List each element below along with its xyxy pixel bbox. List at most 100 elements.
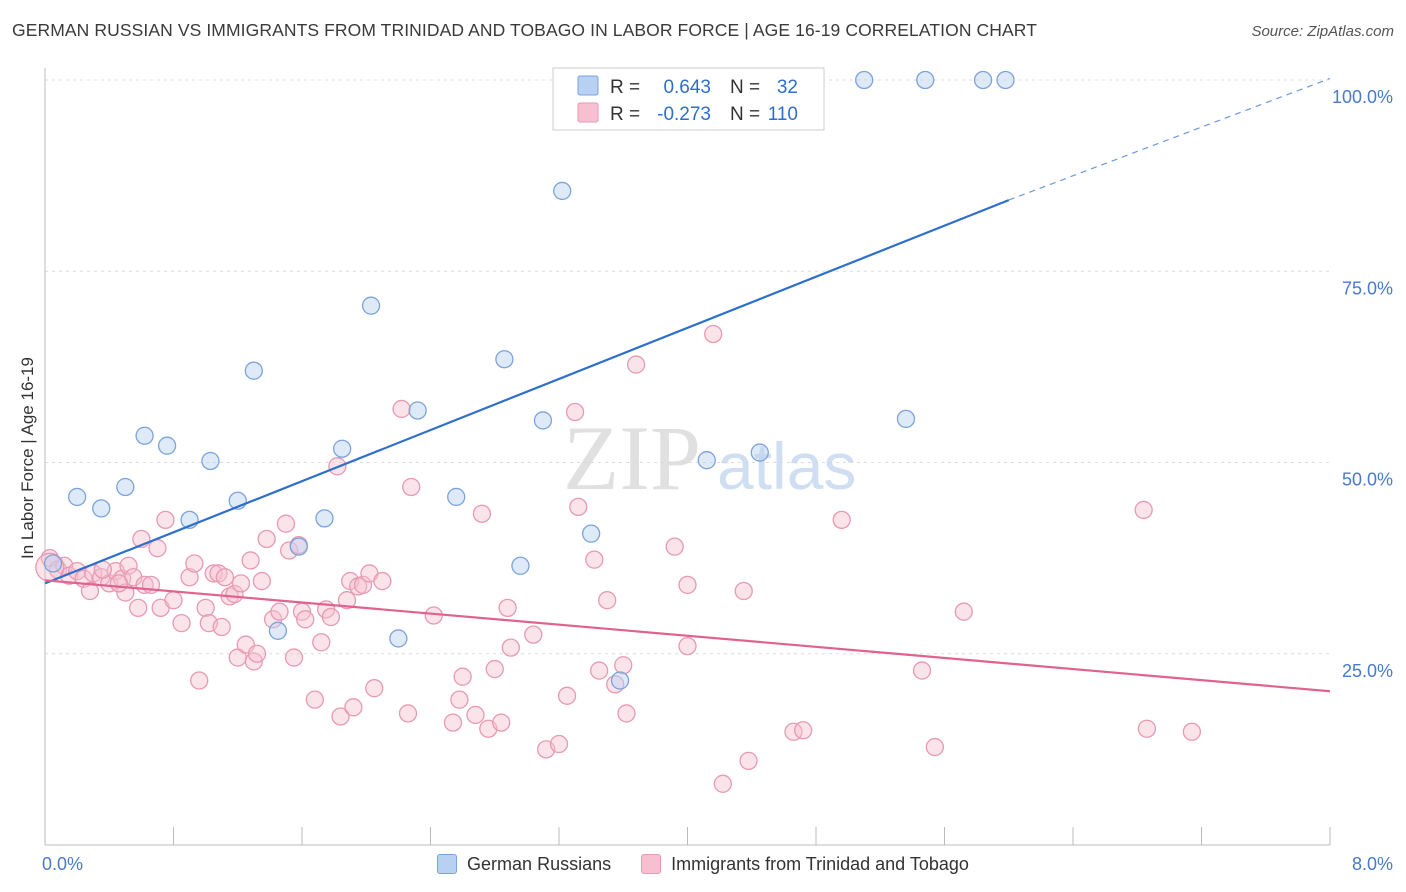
trinidad-point-34: [225, 584, 244, 604]
trinidad-point-54: [321, 607, 341, 627]
trinidad-point-44: [270, 602, 289, 621]
y-tick-label-3: 100.0%: [1332, 87, 1393, 107]
trinidad-point-52: [312, 633, 331, 652]
trinidad-point-70: [450, 690, 469, 709]
trinidad-point-71: [453, 667, 472, 686]
trinidad-point-68: [424, 606, 443, 625]
legend-label-trinidad: Immigrants from Trinidad and Tobago: [671, 853, 969, 874]
german-russians-point-12: [315, 509, 334, 528]
y-tick-label-2: 75.0%: [1342, 278, 1393, 298]
german-russians-point-0: [43, 554, 63, 573]
german-russians-point-3: [116, 477, 135, 497]
trinidad-point-13: [119, 556, 138, 575]
trinidad-point-92: [665, 537, 684, 556]
series-trinidad-points: [35, 324, 1202, 793]
trinidad-point-21: [156, 510, 175, 530]
trinidad-point-105: [1134, 500, 1153, 520]
trinidad-point-73: [472, 504, 492, 523]
regression-line-trinidad: [44, 579, 1331, 693]
trinidad-point-84: [569, 497, 588, 517]
german-russians-point-1: [67, 487, 87, 507]
german-russians-point-2: [92, 499, 111, 518]
bottom-legend: German Russians Immigrants from Trinidad…: [0, 850, 1406, 878]
german-russians-point-7: [201, 451, 220, 471]
german-russians-point-21: [553, 181, 572, 201]
source-label: Source: ZipAtlas.com: [1251, 23, 1394, 40]
trinidad-point-85: [585, 550, 604, 569]
trinidad-point-65: [392, 399, 411, 419]
trinidad-point-78: [501, 638, 520, 657]
trinidad-point-95: [704, 324, 723, 344]
trinidad-point-106: [1137, 719, 1157, 738]
german-russians-point-5: [157, 436, 177, 455]
german-russians-point-13: [333, 439, 352, 458]
trinidad-point-27: [196, 598, 215, 617]
watermark-zip: ZIP: [563, 407, 701, 509]
german-russians-point-11: [289, 537, 308, 556]
german-russians-point-19: [511, 556, 530, 575]
trinidad-point-40: [247, 644, 267, 663]
trinidad-point-29: [204, 564, 223, 583]
trinidad-point-64: [373, 571, 392, 591]
trinidad-point-102: [912, 661, 932, 680]
trinidad-point-41: [252, 571, 271, 591]
trinidad-point-101: [832, 510, 851, 530]
regression-lines: [44, 77, 1331, 693]
series-german-russians-points: [43, 70, 1015, 690]
trinidad-point-107: [1182, 722, 1202, 741]
trinidad-point-46: [279, 541, 299, 560]
trinidad-point-93: [678, 575, 697, 595]
watermark-atlas: atlas: [717, 429, 856, 503]
legend-item-german-russians[interactable]: German Russians: [437, 854, 611, 875]
trinidad-point-94: [678, 636, 697, 656]
trinidad-point-66: [398, 704, 418, 723]
german-russians-point-28: [896, 409, 916, 429]
trinidad-point-100: [794, 721, 813, 740]
german-russians-point-31: [996, 70, 1015, 90]
stats-n-value-0: 32: [777, 77, 798, 98]
y-tick-label-0: 25.0%: [1342, 661, 1393, 681]
legend-swatch-german-russians: [437, 854, 458, 874]
trinidad-point-103: [925, 737, 945, 757]
trinidad-point-31: [212, 617, 231, 637]
trinidad-point-89: [614, 656, 633, 675]
trinidad-point-32: [215, 568, 235, 587]
trinidad-point-86: [590, 661, 609, 680]
trinidad-point-72: [466, 705, 485, 725]
trinidad-point-36: [231, 574, 251, 593]
trinidad-point-67: [402, 477, 421, 497]
y-axis-label: In Labor Force | Age 16-19: [18, 357, 37, 559]
trinidad-point-91: [626, 355, 646, 374]
trinidad-point-47: [284, 648, 304, 667]
legend-swatch-trinidad: [641, 854, 662, 874]
legend-item-trinidad[interactable]: Immigrants from Trinidad and Tobago: [641, 854, 969, 875]
stats-r-value-0: 0.643: [663, 77, 711, 98]
stats-r-label-1: R =: [610, 104, 640, 125]
trinidad-point-23: [172, 614, 191, 633]
trinidad-point-104: [954, 602, 973, 621]
trinidad-point-19: [148, 539, 167, 558]
trinidad-point-61: [353, 575, 373, 595]
trinidad-point-79: [524, 625, 543, 644]
trinidad-point-77: [498, 598, 517, 617]
trinidad-point-69: [443, 713, 463, 732]
trinidad-point-50: [296, 610, 315, 629]
trinidad-point-45: [276, 514, 296, 533]
german-russians-point-22: [581, 524, 601, 543]
stats-n-value-1: 110: [768, 104, 798, 125]
german-russians-point-18: [495, 350, 514, 369]
trinidad-point-51: [305, 690, 325, 709]
regression-extension-german-russians: [1008, 77, 1331, 201]
axis-layer: [44, 68, 1331, 846]
german-russians-point-23: [610, 671, 630, 690]
trinidad-point-97: [734, 581, 753, 601]
german-russians-point-16: [408, 401, 427, 420]
trinidad-point-15: [129, 598, 148, 617]
legend-label-german-russians: German Russians: [467, 853, 612, 874]
trinidad-point-81: [549, 734, 569, 754]
trinidad-point-57: [337, 591, 357, 610]
y-tick-label-1: 50.0%: [1342, 470, 1393, 490]
chart-title: GERMAN RUSSIAN VS IMMIGRANTS FROM TRINID…: [12, 20, 1037, 40]
trinidad-point-59: [344, 698, 363, 717]
trinidad-point-42: [257, 529, 276, 549]
